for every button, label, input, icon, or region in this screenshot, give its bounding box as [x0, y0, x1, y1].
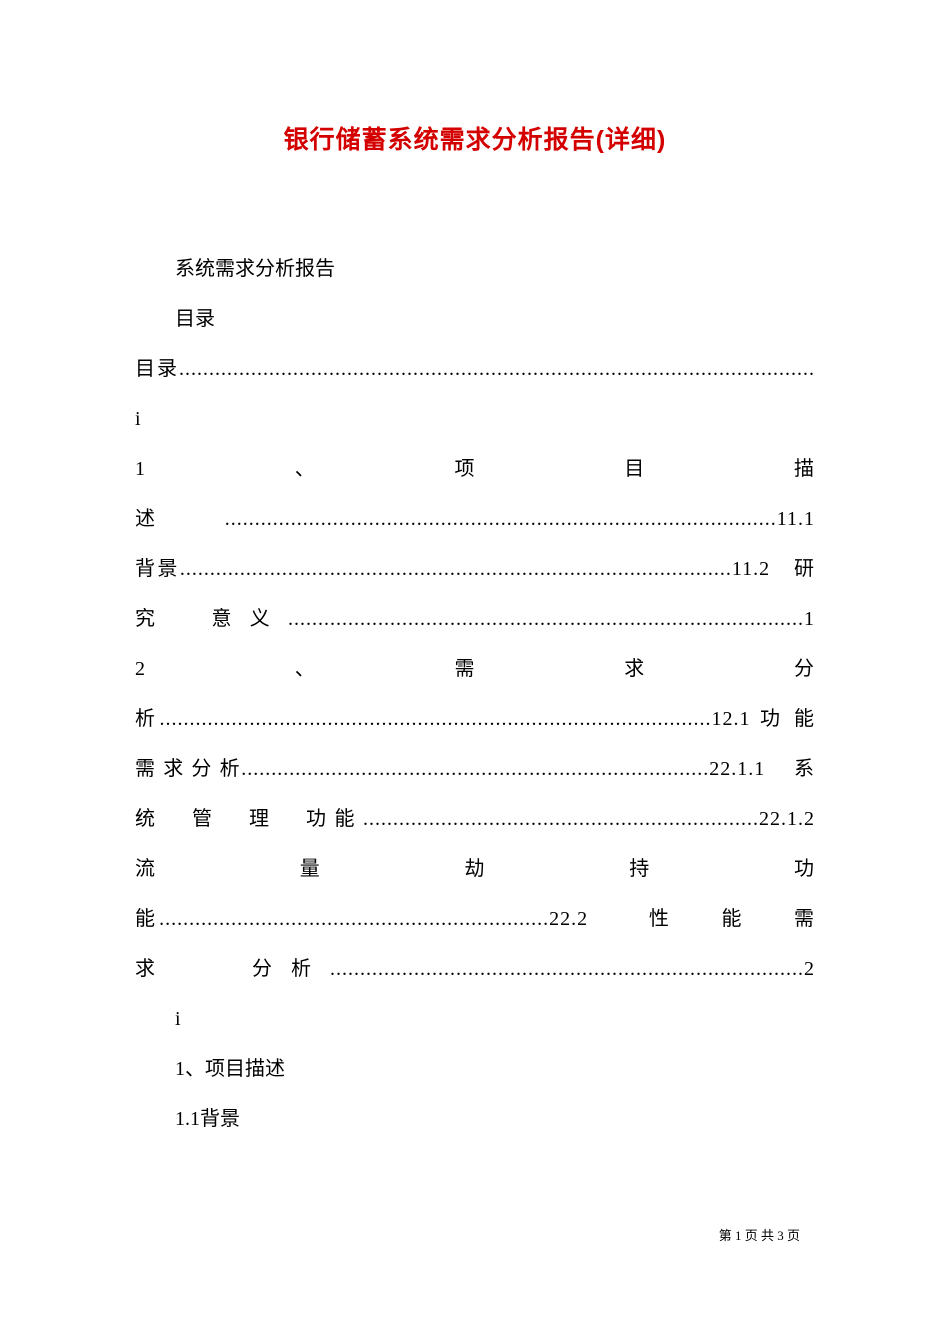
page-footer: 第 1 页 共 3 页 [719, 1225, 800, 1244]
toc-block: 目录......................................… [135, 344, 815, 444]
subtitle-line: 系统需求分析报告 [135, 244, 815, 294]
toc-label: 目录 [135, 294, 815, 344]
document-title: 银行储蓄系统需求分析报告(详细) [135, 120, 815, 156]
heading-1-1: 1.1背景 [135, 1094, 815, 1144]
toc-entry-section2: 2 、 需 求 分析..............................… [135, 644, 815, 994]
toc-entry-mulu: 目录......................................… [135, 344, 815, 444]
toc-section-2: 2 、 需 求 分析..............................… [135, 644, 815, 994]
heading-1: 1、项目描述 [135, 1044, 815, 1094]
document-body: 系统需求分析报告 目录 目录..........................… [135, 244, 815, 1144]
toc-entry-section1: 1 、 项 目 描述..............................… [135, 444, 815, 644]
toc-section-1: 1 、 项 目 描述..............................… [135, 444, 815, 644]
document-page: 银行储蓄系统需求分析报告(详细) 系统需求分析报告 目录 目录.........… [0, 0, 950, 1204]
roman-numeral: i [135, 994, 815, 1044]
